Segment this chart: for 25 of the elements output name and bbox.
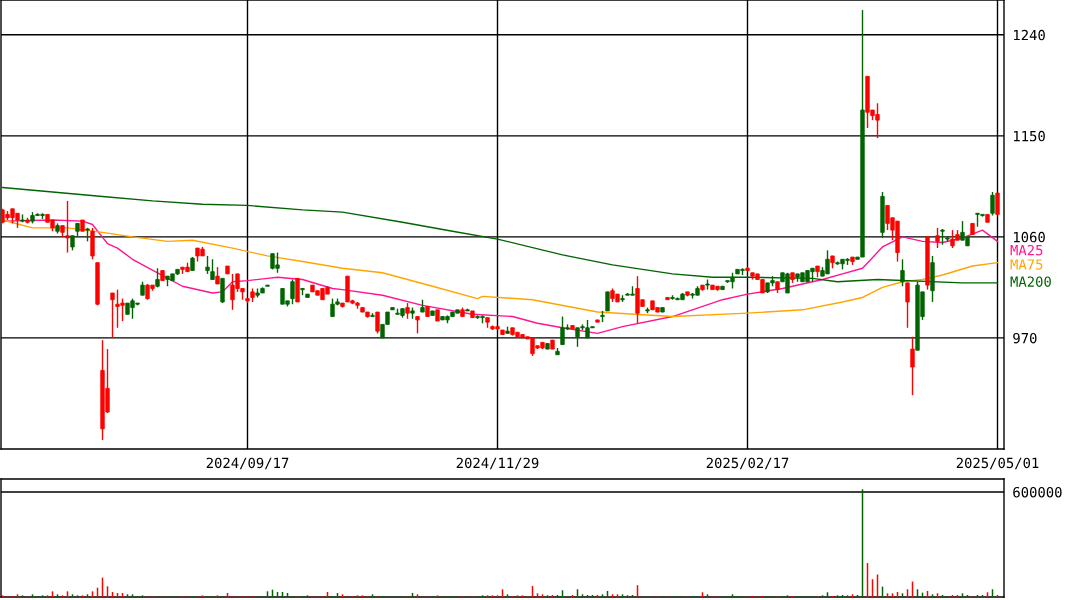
candlestick bbox=[295, 277, 300, 303]
candlestick bbox=[220, 277, 225, 304]
x-tick-label: 2024/09/17 bbox=[206, 457, 289, 470]
x-tick-label: 2024/11/29 bbox=[456, 457, 539, 470]
y-tick-label: 1150 bbox=[1014, 130, 1045, 142]
candlestick bbox=[990, 191, 995, 217]
candlestick bbox=[935, 227, 940, 249]
x-tick-label: 2025/02/17 bbox=[706, 457, 789, 470]
candlestick bbox=[905, 282, 910, 329]
series-label: MA25 bbox=[1010, 244, 1043, 256]
x-tick-label: 2025/05/01 bbox=[956, 457, 1039, 470]
y-tick-label: 1060 bbox=[1014, 231, 1045, 243]
candlestick bbox=[910, 336, 915, 396]
candlestick bbox=[110, 292, 115, 339]
candlestick bbox=[65, 200, 70, 254]
series-label: MA75 bbox=[1010, 259, 1043, 270]
y-tick-label: 1240 bbox=[1014, 29, 1045, 41]
candlestick bbox=[210, 258, 215, 281]
candlestick bbox=[995, 192, 1000, 216]
y-tick-label: 600000 bbox=[1013, 486, 1062, 498]
y-tick-label: 970 bbox=[1013, 332, 1037, 344]
candlestick bbox=[290, 278, 295, 305]
candlestick bbox=[605, 291, 610, 312]
candlestick bbox=[375, 311, 380, 335]
series-label: MA200 bbox=[1010, 276, 1051, 287]
